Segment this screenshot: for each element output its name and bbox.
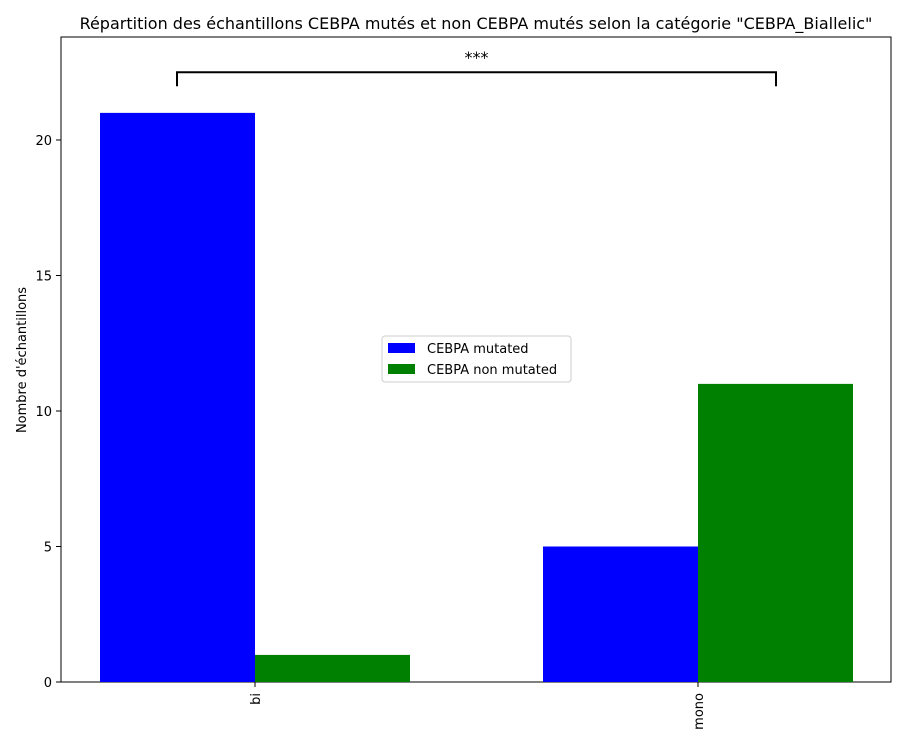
legend-box bbox=[381, 335, 572, 383]
x-axis: bi mono bbox=[249, 682, 707, 730]
x-tick-label-bi: bi bbox=[249, 693, 264, 705]
legend-label-cebpa-non-mutated: CEBPA non mutated bbox=[427, 363, 557, 378]
y-tick-label: 15 bbox=[35, 269, 52, 284]
y-axis: 0 5 10 15 20 bbox=[35, 134, 61, 691]
chart-title: Répartition des échantillons CEBPA mutés… bbox=[80, 14, 873, 34]
legend-swatch-cebpa-non-mutated bbox=[388, 364, 415, 374]
y-tick-label: 0 bbox=[44, 676, 52, 691]
y-tick-label: 5 bbox=[44, 540, 52, 555]
bar-cebpa-mutated-bi bbox=[100, 112, 255, 683]
bar-cebpa-non-mutated-mono bbox=[698, 383, 853, 682]
bars-group bbox=[100, 112, 853, 683]
significance-bracket bbox=[176, 71, 777, 87]
bar-cebpa-mutated-mono bbox=[543, 546, 698, 682]
y-tick-label: 20 bbox=[35, 134, 52, 149]
y-axis-label: Nombre d'échantillons bbox=[15, 287, 30, 433]
significance-label: *** bbox=[465, 48, 489, 67]
x-tick-label-mono: mono bbox=[692, 693, 707, 730]
legend-swatch-cebpa-mutated bbox=[388, 343, 415, 353]
bar-cebpa-non-mutated-bi bbox=[255, 654, 410, 682]
y-tick-label: 10 bbox=[35, 405, 52, 420]
legend-label-cebpa-mutated: CEBPA mutated bbox=[427, 342, 529, 357]
legend: CEBPA mutated CEBPA non mutated bbox=[381, 335, 572, 383]
significance-annotation: *** bbox=[176, 48, 777, 87]
plot-frame bbox=[60, 36, 892, 683]
